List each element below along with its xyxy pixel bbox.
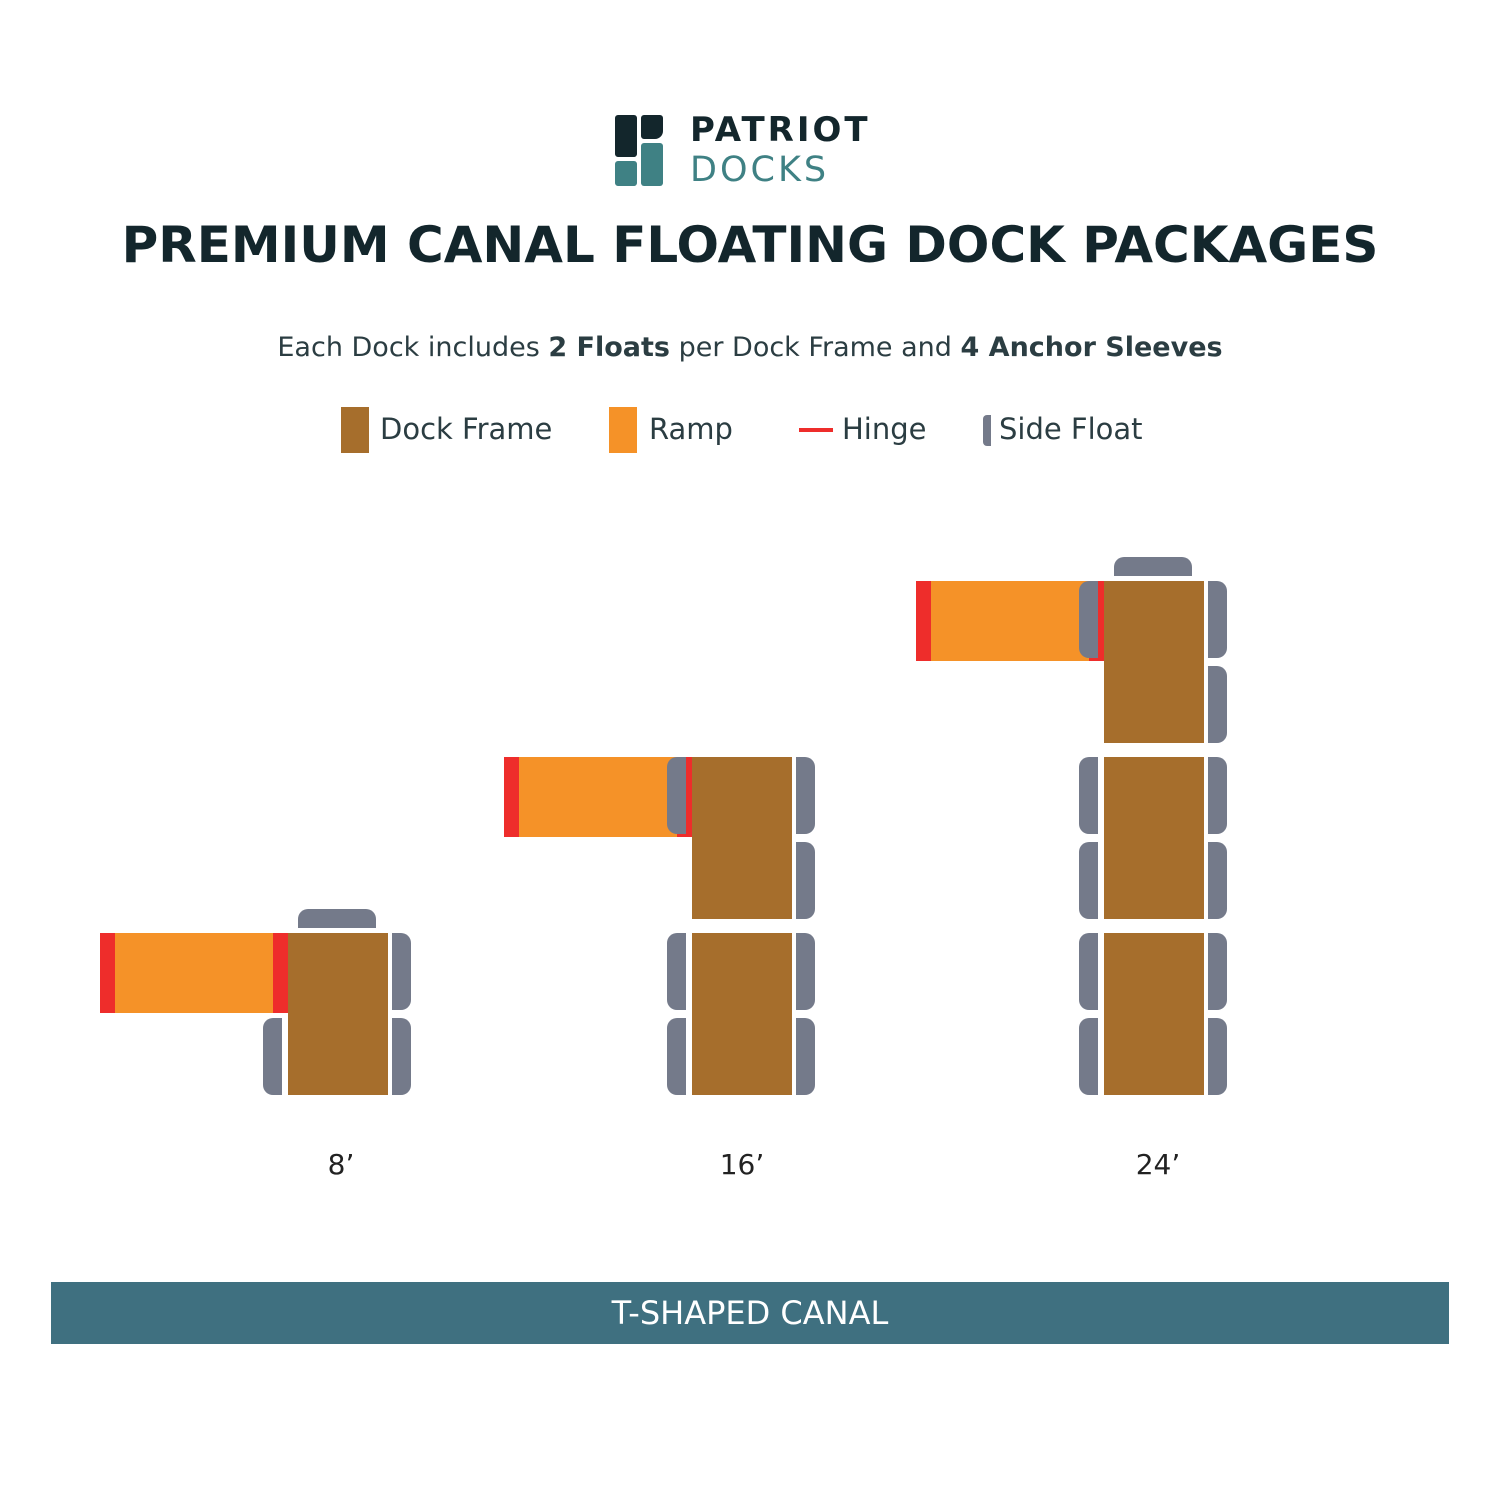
side-float [1208, 666, 1227, 743]
side-float [667, 933, 686, 1010]
end-float [1114, 557, 1192, 576]
side-float [796, 933, 815, 1010]
legend-label-side-float: Side Float [999, 412, 1143, 446]
dock-frame [1104, 581, 1204, 743]
side-float [1208, 757, 1227, 834]
hinge [916, 581, 931, 661]
hinge [273, 933, 288, 1013]
subtitle-text: Each Dock includes [277, 332, 549, 363]
side-float [1208, 933, 1227, 1010]
side-float [796, 757, 815, 834]
side-float [1079, 1018, 1098, 1095]
dock-size-label: 24’ [1135, 1148, 1181, 1181]
dock-frame [692, 757, 792, 919]
end-float [298, 909, 376, 928]
logo-mark [615, 115, 663, 186]
side-float [392, 1018, 411, 1095]
side-float [1208, 1018, 1227, 1095]
side-float [1208, 581, 1227, 658]
dock-size-label: 8’ [327, 1148, 355, 1181]
legend-label-hinge: Hinge [842, 412, 927, 446]
subtitle-text: per Dock Frame and [670, 332, 961, 363]
side-float [392, 933, 411, 1010]
legend-label-ramp: Ramp [649, 412, 733, 446]
subtitle-floats: 2 Floats [548, 332, 671, 363]
side-float [1079, 842, 1098, 919]
side-float [796, 842, 815, 919]
side-float [1079, 933, 1098, 1010]
side-float [667, 757, 686, 834]
legend-swatch-hinge [799, 428, 833, 432]
dock-size-label: 16’ [719, 1148, 765, 1181]
side-float [796, 1018, 815, 1095]
hinge [504, 757, 519, 837]
ramp [115, 933, 273, 1013]
logo-text-patriot: PATRIOT [690, 110, 871, 150]
logo-text-docks: DOCKS [690, 150, 830, 190]
page-title: PREMIUM CANAL FLOATING DOCK PACKAGES [121, 216, 1379, 274]
subtitle: Each Dock includes 2 Floats per Dock Fra… [0, 332, 1500, 363]
banner-canal-type: T-SHAPED CANAL [51, 1282, 1449, 1344]
dock-frame [692, 933, 792, 1095]
hinge [100, 933, 115, 1013]
ramp [931, 581, 1089, 661]
side-float [1208, 842, 1227, 919]
legend-swatch-side-float [983, 415, 991, 446]
dock-frame [288, 933, 388, 1095]
legend-swatch-dock-frame [341, 407, 369, 453]
legend-label-dock-frame: Dock Frame [380, 412, 553, 446]
dock-frame [1104, 757, 1204, 919]
side-float [263, 1018, 282, 1095]
side-float [1079, 581, 1098, 658]
legend-swatch-ramp [609, 407, 637, 453]
subtitle-sleeves: 4 Anchor Sleeves [960, 332, 1223, 363]
side-float [667, 1018, 686, 1095]
ramp [519, 757, 677, 837]
side-float [1079, 757, 1098, 834]
dock-frame [1104, 933, 1204, 1095]
